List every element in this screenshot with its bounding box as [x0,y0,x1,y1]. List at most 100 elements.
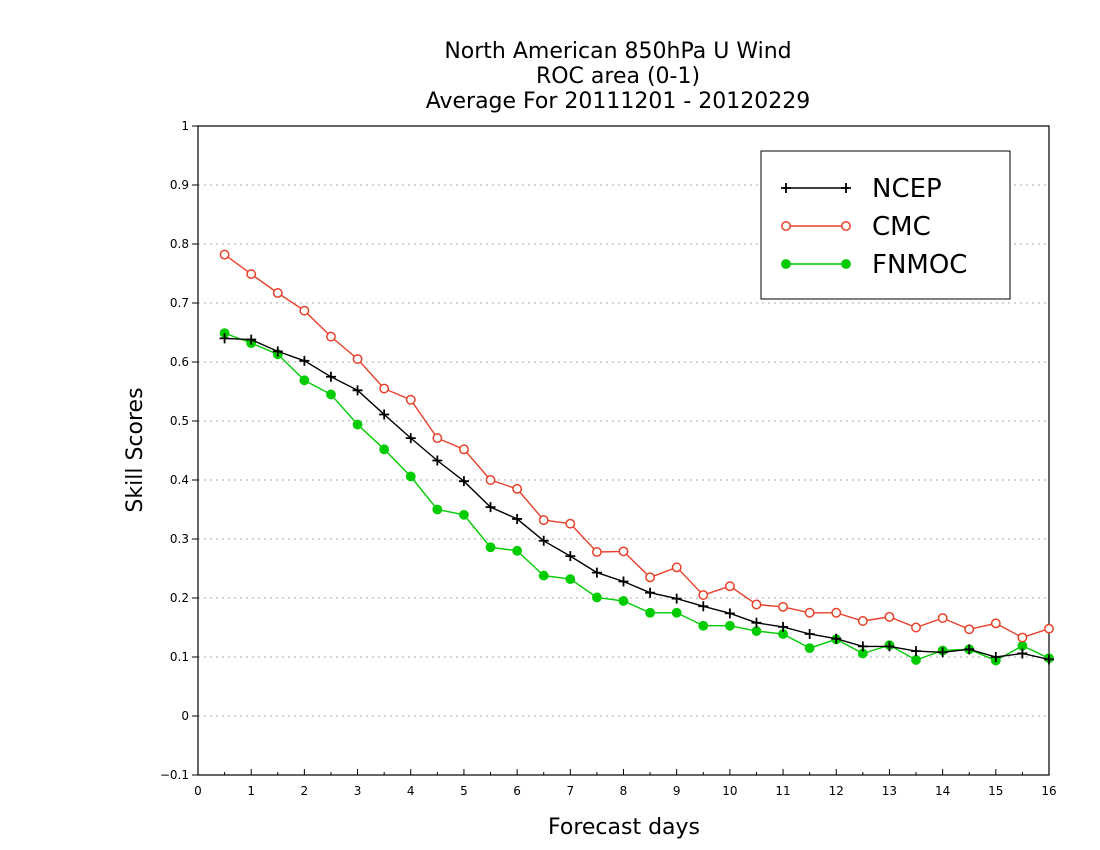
cmc-point [751,599,762,610]
ncep-point [751,617,762,628]
y-tick-label: 0.7 [170,296,189,310]
ncep-point [272,346,283,357]
legend-label-fnmoc: FNMOC [872,250,967,280]
chart-title-line-3: Average For 20111201 - 20120229 [426,89,811,114]
ncep-point [299,355,310,366]
cmc-point [964,624,975,635]
y-tick-label: 0 [181,709,189,723]
fnmoc-point [538,570,549,581]
y-tick-label: 1 [181,119,189,133]
cmc-line [224,254,1050,639]
cmc-point [778,601,789,612]
fnmoc-point [671,607,682,618]
fnmoc-line [224,332,1050,662]
ncep-point [990,652,1001,662]
chart-title-line-1: North American 850hPa U Wind [444,39,791,64]
fnmoc-point [432,504,443,515]
x-tick-label: 0 [194,784,202,798]
fnmoc-point [565,574,576,585]
ncep-point [246,334,257,345]
cmc-point [538,515,549,526]
x-tick-label: 16 [1041,784,1056,798]
fnmoc-point [299,375,310,386]
cmc-point [671,562,682,573]
x-tick-label: 3 [354,784,362,798]
cmc-point [379,383,390,394]
legend-item-cmc: CMC [781,212,931,242]
cmc-point [724,581,735,592]
ncep-point [964,644,975,655]
cmc-point [1017,632,1028,643]
fnmoc-point [698,620,709,631]
cmc-point [698,590,709,600]
x-tick-label: 15 [988,784,1003,798]
ncep-point [405,433,416,444]
cmc-point [937,613,948,624]
cmc-point [831,607,842,618]
chart-title-line-2: ROC area (0-1) [536,64,700,89]
x-tick-label: 12 [829,784,844,798]
cmc-point [884,611,895,622]
fnmoc-point [751,626,762,636]
x-tick-label: 9 [673,784,681,798]
fnmoc-point [512,545,523,556]
x-tick-label: 4 [407,784,415,798]
y-tick-label: 0.3 [170,532,189,546]
cmc-point [911,622,921,633]
y-tick-label: 0.6 [170,355,189,369]
fnmoc-point [911,655,921,665]
ncep-point [458,476,469,487]
cmc-point [565,518,576,529]
ncep-point [778,621,789,632]
fnmoc-point [379,444,390,455]
x-tick-label: 1 [247,784,255,798]
cmc-point [219,249,230,260]
cmc-point [1044,623,1054,634]
cmc-point [857,616,868,626]
cmc-point [591,547,602,557]
cmc-point [458,444,469,455]
cmc-point [352,354,363,364]
x-tick-label: 7 [566,784,574,798]
fnmoc-point [592,592,602,603]
cmc-point [272,288,283,298]
cmc-point [485,475,496,485]
ncep-point [1017,648,1028,659]
legend-label-cmc: CMC [872,212,931,242]
ncep-line [224,337,1050,661]
data-series [219,249,1054,666]
ncep-series [219,333,1054,665]
x-tick-label: 5 [460,784,468,798]
cmc-point [804,607,815,618]
ncep-point [512,513,523,524]
legend-cmc-point [841,221,851,231]
fnmoc-point [724,620,735,631]
ncep-point [618,576,629,587]
legend-cmc-point [781,221,791,231]
y-tick-label: −0.1 [160,768,189,782]
cmc-point [246,269,257,280]
y-tick-label: 0.9 [170,178,189,192]
ncep-point [671,593,682,604]
ncep-point [379,409,390,420]
legend-item-ncep: NCEP [781,174,942,204]
ncep-point [538,535,549,546]
ncep-point [911,646,922,657]
y-tick-label: 0.4 [170,473,189,487]
ncep-point [219,333,230,344]
ncep-point [884,641,895,652]
x-tick-label: 14 [935,784,950,798]
ncep-point [591,567,602,578]
fnmoc-point [645,607,655,618]
cmc-point [990,618,1001,629]
y-tick-label: 0.1 [170,650,189,664]
x-tick-label: 13 [882,784,897,798]
legend-ncep-point [781,183,791,193]
fnmoc-point [618,596,629,606]
fnmoc-point [459,509,469,520]
x-tick-label: 10 [722,784,737,798]
ncep-point [857,641,868,652]
ncep-point [325,371,336,382]
cmc-point [512,483,523,494]
